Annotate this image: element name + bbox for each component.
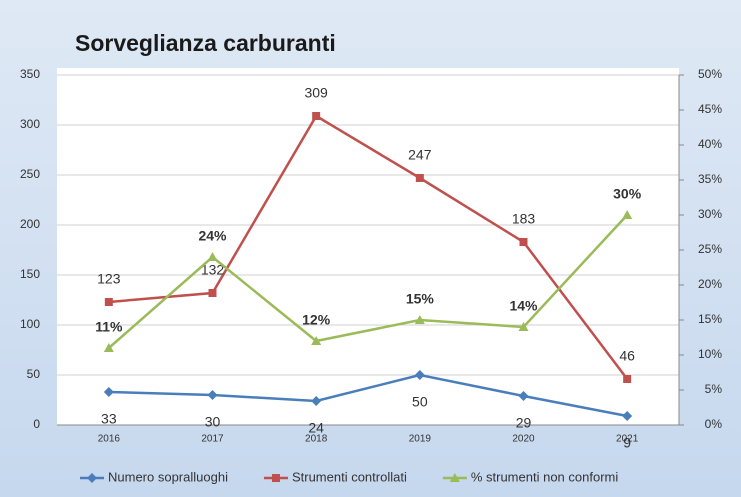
data-label: 309 [304,85,328,101]
legend-marker [87,473,97,483]
data-point [518,322,529,331]
y2-tick-label: 5% [705,382,723,396]
data-point [103,387,114,397]
data-label: 24 [308,420,324,436]
x-tick-label: 2017 [201,434,224,445]
series-line [108,214,629,349]
data-label: 24% [198,228,227,244]
legend-label: Strumenti controllati [292,469,407,484]
data-label: 11% [95,319,123,335]
y-tick-label: 150 [20,267,40,281]
data-point [311,396,322,406]
chart-title: Sorveglianza carburanti [75,30,336,56]
y2-tick-label: 30% [698,207,722,221]
data-point [415,174,424,182]
series-line [108,114,629,380]
data-point [622,210,633,219]
x-tick-label: 2021 [616,434,639,445]
y-tick-label: 250 [20,167,40,181]
data-label: 30% [613,186,642,202]
data-point [103,343,114,352]
data-label: 183 [512,211,536,227]
data-point [311,336,322,345]
series-line [108,373,628,418]
data-label: 132 [201,262,225,278]
y-tick-label: 200 [20,217,40,231]
legend-label: % strumenti non conformi [471,469,619,484]
data-label: 14% [509,298,538,314]
data-point [312,112,321,120]
legend-marker [271,474,280,482]
y-tick-label: 350 [20,67,40,81]
data-point [414,315,425,324]
data-label: 46 [619,348,635,364]
y2-tick-label: 15% [698,312,722,326]
data-label: 30 [205,414,221,430]
x-tick-label: 2019 [409,434,432,445]
legend-label: Numero sopralluoghi [108,469,228,484]
y2-tick-label: 40% [698,137,722,151]
data-point [414,370,425,380]
y-tick-label: 0 [33,417,40,431]
data-point [519,238,528,246]
data-label: 12% [302,312,331,328]
data-label: 50 [412,394,428,410]
data-point [207,390,218,400]
y2-tick-label: 25% [698,242,722,256]
y-tick-label: 50 [27,367,41,381]
data-label: 123 [97,271,121,287]
x-tick-label: 2020 [512,434,535,445]
y2-tick-label: 0% [705,417,723,431]
legend-marker [449,473,460,482]
data-label: 9 [623,435,631,451]
plot-area [57,68,679,425]
y2-tick-label: 20% [698,277,722,291]
y2-tick-label: 45% [698,102,722,116]
y-tick-label: 100 [20,317,40,331]
data-point [623,375,632,383]
data-label: 247 [408,147,432,163]
y2-tick-label: 35% [698,172,722,186]
data-point [518,391,529,401]
x-tick-label: 2016 [98,434,121,445]
y-tick-label: 300 [20,117,40,131]
y2-tick-label: 10% [698,347,722,361]
data-point [622,411,633,421]
data-point [104,298,113,306]
data-label: 29 [516,415,532,431]
data-point [208,289,217,297]
data-label: 33 [101,411,117,427]
x-tick-label: 2018 [305,434,328,445]
y2-tick-label: 50% [698,67,722,81]
data-label: 15% [406,291,435,307]
data-point [207,252,218,261]
